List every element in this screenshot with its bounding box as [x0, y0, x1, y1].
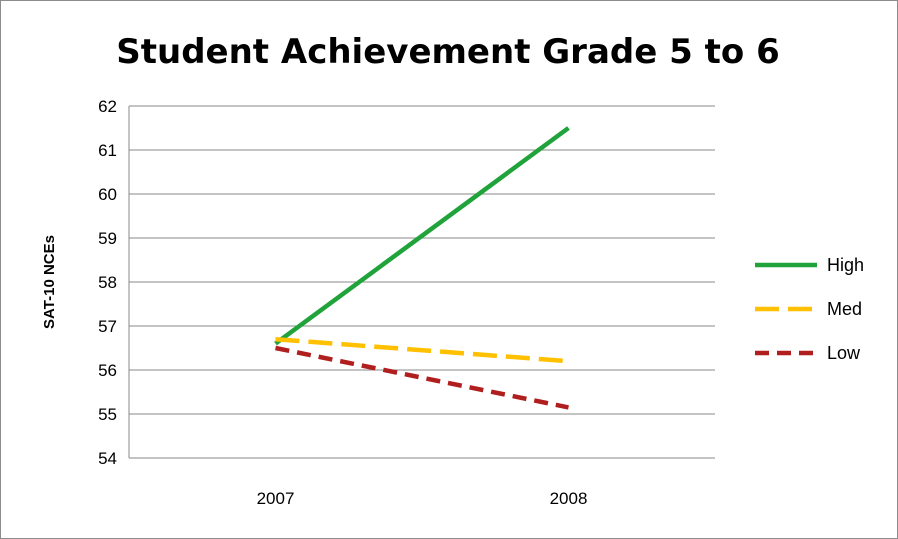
gridlines	[128, 105, 715, 459]
series-line-high	[274, 126, 570, 346]
series-line-low	[275, 345, 569, 410]
series-lines	[274, 126, 570, 410]
y-axis-title: SAT-10 NCEs	[41, 235, 58, 329]
legend-label-med: Med	[827, 299, 862, 319]
legend: High Med Low	[755, 255, 864, 363]
y-tick-label-56: 56	[98, 361, 117, 380]
x-tick-label-2008: 2008	[550, 489, 588, 508]
y-tick-label-60: 60	[98, 185, 117, 204]
tick-labels: 54 55 56 57 58 59 60 61 62 2007 2008	[98, 97, 587, 508]
legend-label-low: Low	[827, 343, 861, 363]
y-tick-label-55: 55	[98, 405, 117, 424]
y-tick-label-54: 54	[98, 449, 117, 468]
y-tick-label-58: 58	[98, 273, 117, 292]
x-tick-label-2007: 2007	[257, 489, 295, 508]
y-tick-label-57: 57	[98, 317, 117, 336]
legend-label-high: High	[827, 255, 864, 275]
chart-title: Student Achievement Grade 5 to 6	[116, 32, 779, 72]
series-line-med	[275, 336, 569, 364]
y-tick-label-62: 62	[98, 97, 117, 116]
y-tick-label-59: 59	[98, 229, 117, 248]
y-tick-label-61: 61	[98, 141, 117, 160]
